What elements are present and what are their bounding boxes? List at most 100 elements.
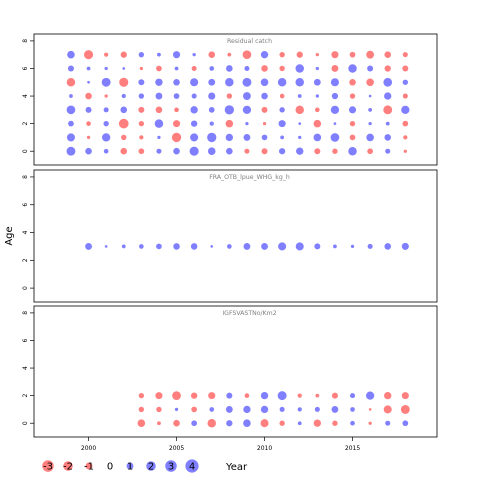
residual-bubble: [121, 134, 127, 141]
residual-bubble: [137, 419, 146, 428]
residual-bubble: [157, 135, 161, 140]
residual-bubble: [66, 133, 75, 142]
residual-bubble: [260, 405, 269, 414]
residual-bubble: [383, 77, 393, 87]
residual-bubble: [208, 78, 216, 86]
residual-bubble: [402, 120, 409, 127]
residual-bubble: [260, 78, 269, 87]
legend-bubble: [185, 459, 199, 473]
residual-bubble: [156, 243, 162, 250]
residual-bubble: [227, 52, 232, 57]
panel-title: IGFSVASTNo/Km2: [222, 310, 276, 317]
x-axis-label: Year: [225, 462, 248, 473]
legend-bubble: [146, 461, 156, 471]
residual-bubble: [86, 121, 91, 126]
residual-bubble: [85, 243, 92, 250]
residual-bubble: [173, 243, 180, 250]
y-tick-label: 6: [22, 66, 29, 70]
residual-bubble: [384, 391, 392, 400]
residual-bubble: [122, 67, 126, 70]
residual-bubble: [139, 244, 144, 249]
residual-bubble: [262, 121, 267, 126]
residual-bubble: [103, 120, 109, 127]
residual-bubble: [278, 120, 286, 128]
residual-bubble: [87, 80, 90, 84]
residual-bubble: [366, 50, 375, 59]
panel-2: FRA_OTB_lpue_WHG_kg_h 0 2 4 6 8: [22, 169, 438, 303]
residual-bubble: [190, 106, 198, 114]
residual-bubble: [173, 93, 180, 99]
residual-bubble: [171, 132, 182, 143]
residual-bubble: [385, 121, 390, 126]
residual-bubble: [298, 135, 302, 140]
residual-bubble: [296, 51, 303, 58]
residual-bubble: [118, 118, 129, 129]
residual-bubble: [260, 391, 269, 400]
residual-bubble: [333, 244, 337, 249]
residual-bubble: [139, 66, 143, 71]
residual-bubble: [368, 421, 372, 425]
residual-bubble: [86, 135, 91, 140]
residual-bubble: [121, 244, 126, 249]
residual-bubble: [120, 51, 127, 58]
residual-bubble: [138, 52, 145, 58]
residual-bubble: [189, 146, 199, 156]
panel-title: Residual catch: [227, 38, 272, 45]
residual-bubble: [226, 420, 233, 427]
residual-bubble: [225, 406, 233, 413]
residual-bubble: [225, 133, 234, 142]
y-tick-label: 6: [22, 203, 29, 207]
residual-bubble: [154, 119, 164, 128]
legend-label: 4: [189, 462, 195, 473]
residual-bubble: [279, 52, 285, 58]
residual-bubble: [104, 245, 108, 248]
residual-bubble: [331, 65, 339, 72]
residual-bubble: [120, 147, 128, 155]
residual-bubble: [191, 406, 197, 413]
legend-bubble: [85, 462, 93, 470]
residual-bubble: [402, 93, 408, 99]
residual-bubble: [138, 120, 145, 127]
residual-bubble: [121, 93, 126, 99]
legend-label: 1: [127, 462, 133, 473]
residual-bubble: [103, 107, 109, 113]
residual-bubble: [174, 66, 179, 71]
residual-bubble: [295, 105, 304, 115]
legend-label: -3: [43, 462, 53, 473]
residual-bubble: [279, 107, 285, 113]
residual-bubble: [190, 133, 199, 142]
residual-bubble: [243, 405, 251, 414]
legend-label: -1: [84, 462, 94, 473]
y-tick-label: 8: [22, 311, 29, 315]
residual-bubble: [157, 421, 161, 426]
residual-bubble: [350, 420, 355, 426]
residual-bubble: [331, 51, 339, 59]
residual-bubble: [104, 66, 108, 71]
residual-bubble: [174, 107, 179, 113]
residual-bubble: [279, 65, 285, 72]
residual-bubble: [314, 406, 320, 412]
residual-bubble: [172, 51, 181, 59]
residual-bubble: [261, 243, 268, 250]
residual-bubble: [315, 66, 319, 71]
residual-bubble: [190, 120, 198, 127]
residual-bubble: [367, 148, 373, 155]
residual-bubble: [192, 53, 196, 57]
panel-title: FRA_OTB_lpue_WHG_kg_h: [209, 174, 290, 181]
residual-bubble: [84, 50, 94, 60]
residual-bubble: [104, 52, 109, 57]
panel-frame: [33, 33, 438, 166]
residual-bubble: [349, 120, 356, 127]
residual-bubble: [208, 106, 215, 113]
residual-bubble: [207, 147, 216, 156]
residual-bubble: [278, 148, 286, 155]
residual-bubble: [402, 79, 409, 85]
residual-bubble: [332, 420, 338, 426]
residual-bubble: [173, 78, 180, 86]
residual-bubble: [85, 106, 92, 113]
y-tick-label: 0: [22, 421, 29, 425]
residual-bubble: [207, 132, 217, 143]
residual-bubble: [313, 419, 322, 427]
residual-bubble: [384, 134, 392, 141]
